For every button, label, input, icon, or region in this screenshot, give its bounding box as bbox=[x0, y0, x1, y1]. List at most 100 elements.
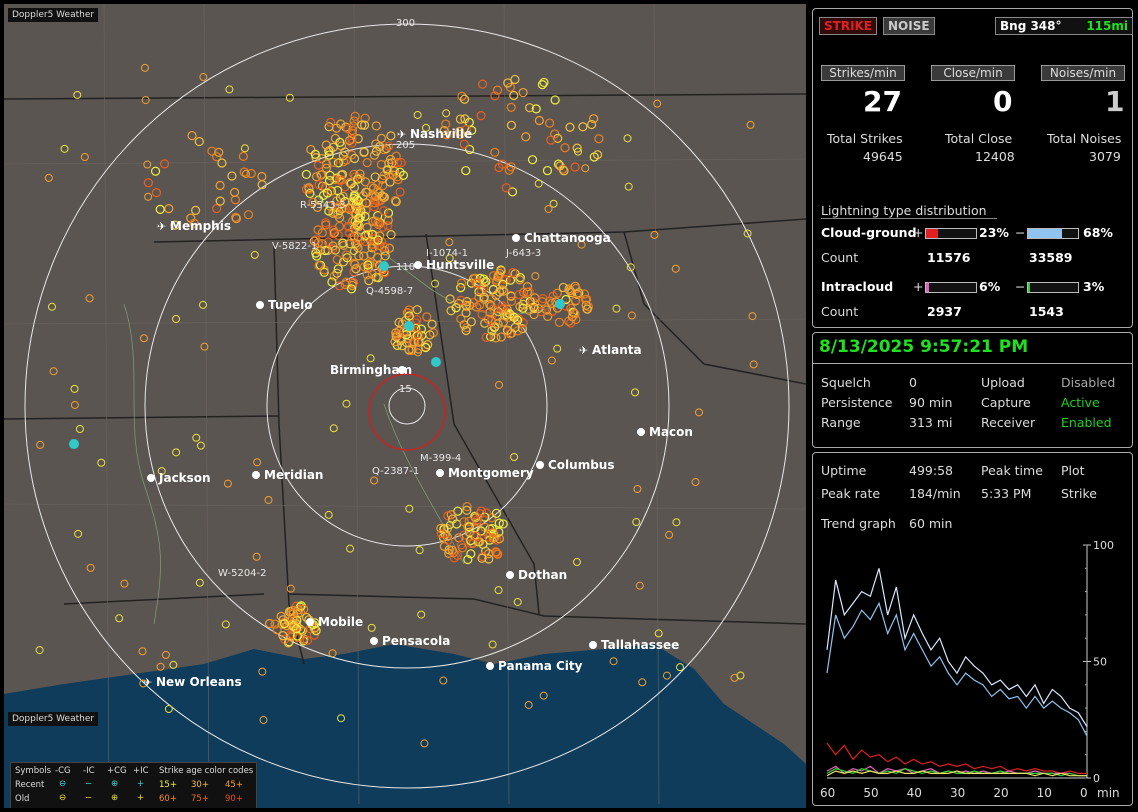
strike-marker bbox=[393, 158, 403, 168]
ic-pos-pct: 6% bbox=[979, 279, 1001, 294]
upload-value[interactable]: Disabled bbox=[1061, 375, 1116, 390]
city-nashville: ✈ Nashville bbox=[397, 127, 472, 141]
strike-marker bbox=[443, 535, 453, 545]
x-tick-label: 20 bbox=[993, 786, 1008, 800]
uptime-label: Uptime bbox=[821, 463, 867, 478]
noise-button[interactable]: NOISE bbox=[883, 17, 935, 35]
strike-marker bbox=[594, 134, 604, 144]
strike-marker bbox=[506, 120, 517, 130]
strike-marker bbox=[369, 242, 379, 252]
strike-marker bbox=[534, 179, 543, 188]
strike-marker bbox=[217, 158, 227, 168]
strike-marker bbox=[405, 504, 414, 513]
strike-marker bbox=[36, 440, 45, 449]
strike-marker bbox=[338, 157, 349, 167]
persistence-value[interactable]: 90 min bbox=[909, 395, 953, 410]
strike-marker bbox=[390, 196, 400, 206]
strike-marker bbox=[333, 230, 343, 240]
strike-stats-panel: STRIKE NOISE Bng 348° 115mi Strikes/min … bbox=[812, 8, 1133, 328]
strike-marker bbox=[571, 314, 581, 325]
legend-age-title: Strike age color codes bbox=[159, 766, 254, 776]
strike-marker bbox=[187, 130, 197, 141]
strike-marker bbox=[476, 111, 486, 121]
strike-marker bbox=[567, 287, 576, 296]
strike-marker bbox=[461, 325, 471, 336]
strike-marker bbox=[336, 170, 346, 180]
strike-marker bbox=[346, 284, 357, 294]
strike-marker bbox=[484, 554, 494, 564]
strike-marker bbox=[694, 408, 703, 417]
strike-marker bbox=[313, 160, 324, 170]
strike-marker bbox=[352, 194, 362, 205]
strike-marker bbox=[257, 171, 267, 182]
strike-marker bbox=[513, 597, 522, 606]
capture-value[interactable]: Active bbox=[1061, 395, 1100, 410]
strike-marker bbox=[366, 249, 376, 259]
storm-tag: M-399-4 bbox=[420, 453, 461, 464]
strike-marker bbox=[508, 267, 518, 278]
strike-marker bbox=[456, 295, 466, 305]
strike-marker bbox=[481, 332, 491, 342]
strike-marker bbox=[349, 223, 360, 234]
strike-marker bbox=[461, 300, 471, 310]
strike-marker bbox=[572, 143, 582, 153]
total-strikes-label: Total Strikes bbox=[827, 131, 903, 146]
strike-marker bbox=[456, 314, 466, 324]
trend-window-value[interactable]: 60 min bbox=[909, 516, 953, 531]
strike-marker bbox=[321, 163, 331, 173]
squelch-value[interactable]: 0 bbox=[909, 375, 917, 390]
strike-marker bbox=[420, 739, 429, 748]
strike-marker bbox=[150, 166, 161, 176]
strike-marker bbox=[383, 221, 393, 231]
strike-marker bbox=[80, 152, 89, 161]
strike-marker bbox=[327, 277, 337, 287]
strike-marker bbox=[359, 147, 369, 157]
strike-marker bbox=[363, 260, 373, 270]
strike-marker bbox=[534, 115, 544, 126]
trend-series-line-2 bbox=[826, 742, 1087, 774]
strike-marker bbox=[480, 318, 490, 328]
strike-marker bbox=[743, 229, 752, 238]
ic-pos-count: 2937 bbox=[927, 304, 962, 319]
strike-marker bbox=[270, 619, 280, 629]
strike-marker bbox=[414, 331, 424, 341]
strike-marker bbox=[571, 283, 581, 294]
legend-ic-neg-recent-icon: − bbox=[85, 779, 93, 789]
strike-marker bbox=[151, 187, 162, 198]
trend-series-line-1 bbox=[826, 601, 1088, 737]
strike-marker bbox=[413, 348, 422, 357]
strike-marker bbox=[324, 206, 334, 216]
strike-marker bbox=[360, 211, 370, 221]
strike-marker bbox=[566, 303, 576, 314]
strike-marker bbox=[312, 202, 323, 212]
strike-marker bbox=[539, 691, 548, 700]
range-label-205: 205 bbox=[396, 140, 415, 151]
lightning-map[interactable]: 300 205 110 15 ✈ Nashville ✈ Memphis Chattan… bbox=[4, 4, 806, 808]
strike-marker bbox=[347, 196, 358, 206]
city-name: Atlanta bbox=[592, 343, 642, 357]
strike-marker bbox=[515, 275, 525, 285]
strike-marker bbox=[253, 458, 262, 467]
receiver-value[interactable]: Enabled bbox=[1061, 415, 1112, 430]
strike-button[interactable]: STRIKE bbox=[819, 17, 878, 35]
strike-marker bbox=[626, 263, 635, 272]
strike-marker bbox=[492, 85, 503, 95]
strike-marker bbox=[479, 292, 489, 302]
strike-marker bbox=[494, 534, 505, 544]
city-pensacola: Pensacola bbox=[370, 634, 450, 648]
peak-rate-value: 184/min bbox=[909, 486, 961, 501]
strike-marker bbox=[627, 311, 636, 320]
strike-marker bbox=[544, 204, 553, 213]
strike-marker bbox=[238, 151, 248, 161]
strike-marker bbox=[460, 114, 470, 124]
range-value[interactable]: 313 mi bbox=[909, 415, 953, 430]
strike-marker bbox=[409, 337, 419, 347]
strike-marker bbox=[391, 328, 401, 338]
cg-plus-sign: + bbox=[913, 225, 924, 240]
plot-value[interactable]: Strike bbox=[1061, 486, 1097, 501]
strike-marker bbox=[442, 531, 452, 542]
strike-marker bbox=[493, 271, 503, 281]
strike-marker bbox=[367, 189, 378, 200]
total-strikes-value: 49645 bbox=[863, 149, 903, 164]
strike-marker bbox=[75, 425, 84, 434]
